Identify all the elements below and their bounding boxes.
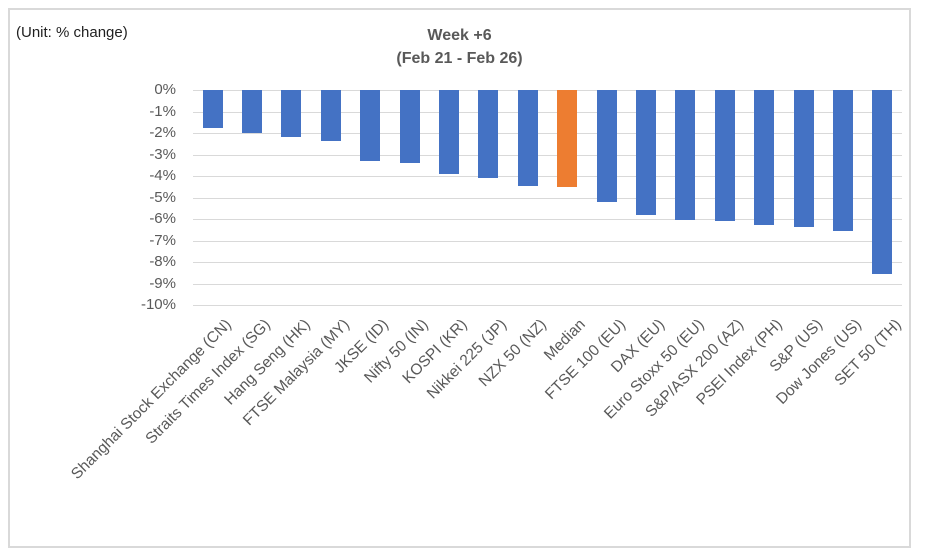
y-axis-tick-label: -5% bbox=[149, 188, 176, 206]
y-axis-tick-label: -10% bbox=[140, 296, 176, 313]
y-axis-tick-label: -1% bbox=[149, 102, 176, 120]
gridline bbox=[193, 219, 902, 220]
y-axis-tick-label: -7% bbox=[149, 231, 176, 249]
gridline bbox=[193, 262, 902, 263]
gridline bbox=[193, 90, 902, 91]
bar-shanghai-stock-exchange-cn[interactable] bbox=[202, 90, 223, 128]
bar-nzx-50-nz[interactable] bbox=[517, 90, 538, 186]
y-axis-tick-label: -6% bbox=[149, 210, 176, 227]
gridline bbox=[193, 283, 902, 285]
bar-euro-stoxx-50-eu[interactable] bbox=[675, 90, 696, 221]
bar-set-50-th[interactable] bbox=[872, 90, 893, 274]
chart-title-block: Week +6 (Feb 21 - Feb 26) bbox=[8, 24, 911, 70]
y-axis-tick-label: -9% bbox=[149, 274, 176, 292]
bar-s-p-asx-200-az[interactable] bbox=[714, 90, 735, 222]
bar-s-p-us[interactable] bbox=[793, 90, 814, 227]
bar-dax-eu[interactable] bbox=[635, 90, 656, 215]
gridline bbox=[193, 176, 902, 177]
bar-jkse-id[interactable] bbox=[360, 90, 381, 161]
bar-ftse-malaysia-my[interactable] bbox=[320, 90, 341, 141]
bar-psei-index-ph[interactable] bbox=[754, 90, 775, 226]
y-axis-tick-label: -2% bbox=[149, 124, 176, 141]
y-axis-tick-label: 0% bbox=[154, 81, 176, 98]
bar-nifty-50-in[interactable] bbox=[399, 90, 420, 164]
gridline bbox=[193, 154, 902, 156]
bar-ftse-100-eu[interactable] bbox=[596, 90, 617, 202]
bar-median[interactable] bbox=[557, 90, 578, 187]
bar-nikkei-225-jp[interactable] bbox=[478, 90, 499, 179]
y-axis-tick-label: -3% bbox=[149, 145, 176, 163]
bar-kospi-kr[interactable] bbox=[439, 90, 460, 174]
y-axis-tick-label: -4% bbox=[149, 167, 176, 184]
gridline bbox=[193, 111, 902, 113]
gridline bbox=[193, 197, 902, 199]
bar-straits-times-index-sg[interactable] bbox=[242, 90, 263, 133]
bar-hang-seng-hk[interactable] bbox=[281, 90, 302, 138]
y-axis-tick-label: -8% bbox=[149, 253, 176, 270]
gridline bbox=[193, 133, 902, 134]
chart-subtitle: (Feb 21 - Feb 26) bbox=[396, 50, 523, 67]
bar-dow-jones-us[interactable] bbox=[832, 90, 853, 231]
plot-area bbox=[193, 90, 902, 306]
gridline bbox=[193, 240, 902, 242]
gridline bbox=[193, 305, 902, 306]
chart-title: Week +6 bbox=[427, 27, 492, 44]
unit-label: (Unit: % change) bbox=[16, 24, 128, 41]
